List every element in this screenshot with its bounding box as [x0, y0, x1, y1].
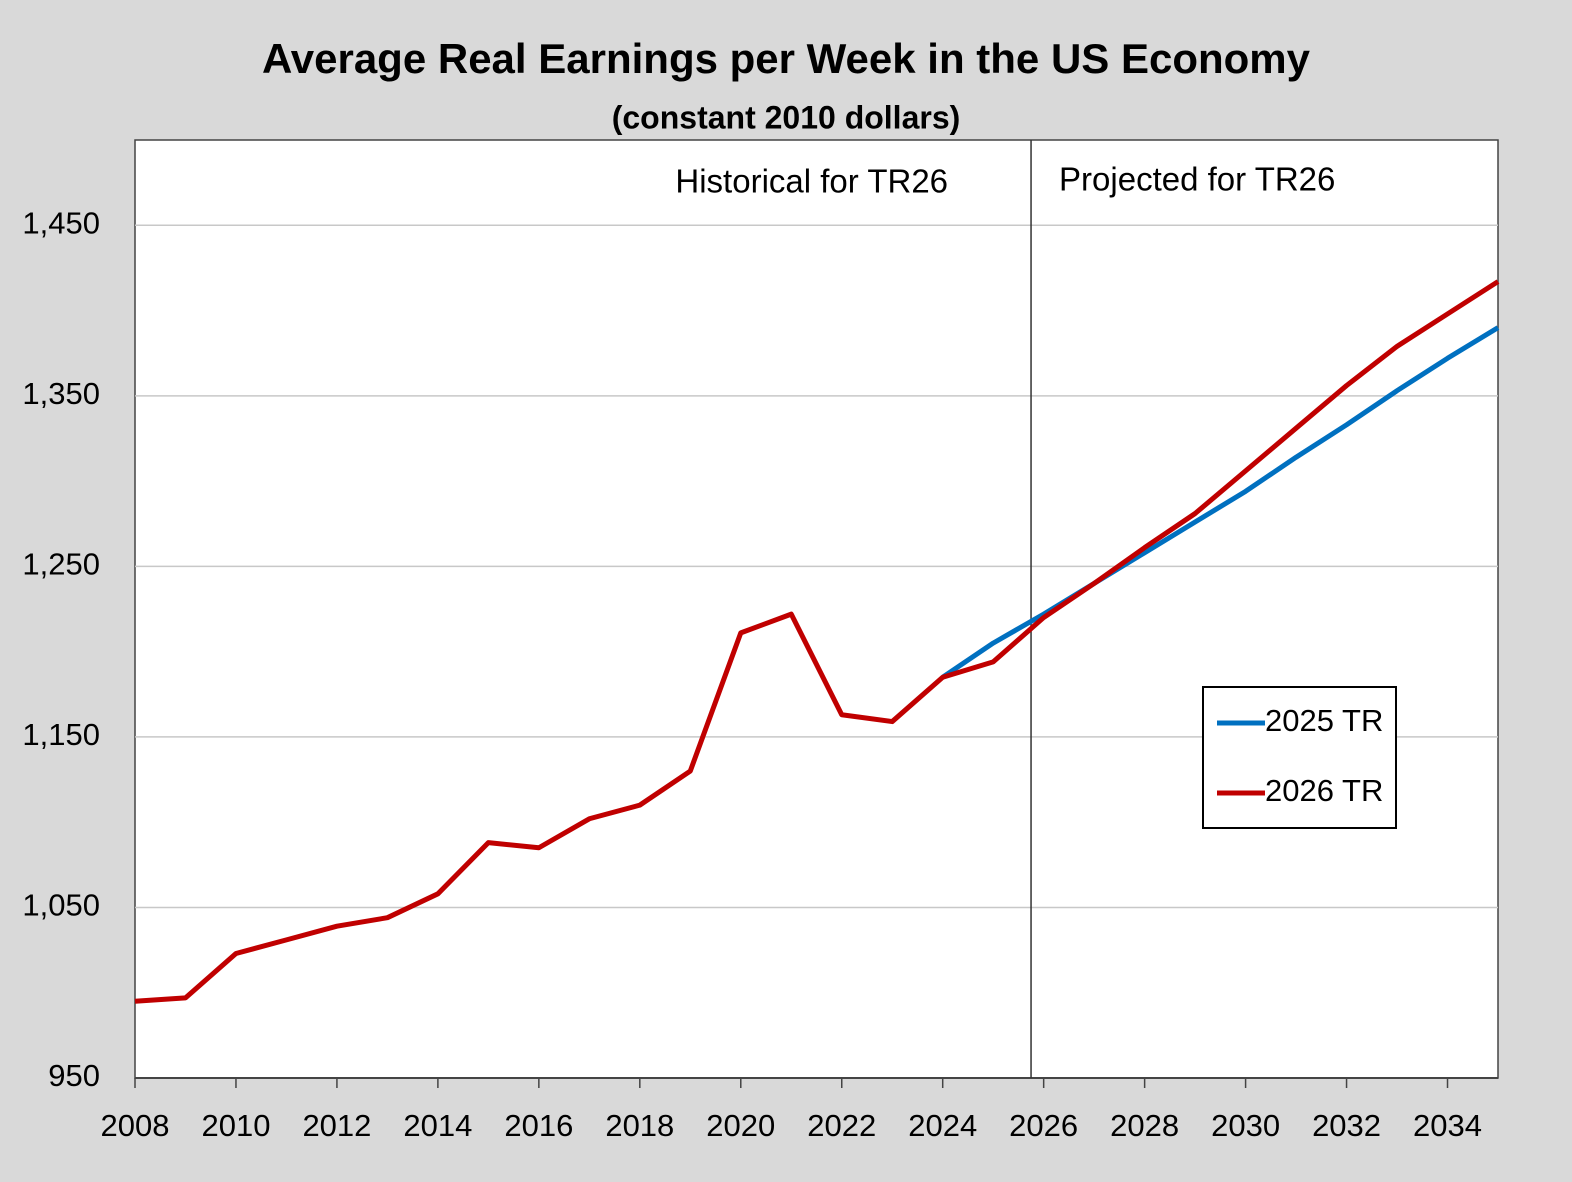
series-line — [941, 325, 1500, 680]
y-tick-label: 1,450 — [22, 205, 100, 240]
y-tick-label: 1,350 — [22, 376, 100, 411]
x-tick-label: 2018 — [605, 1108, 674, 1143]
x-tick-label: 2014 — [403, 1108, 472, 1143]
y-tick-label: 950 — [48, 1058, 100, 1093]
annotation: Historical for TR26 — [675, 163, 948, 200]
x-tick-label: 2008 — [101, 1108, 170, 1143]
x-tick-label: 2016 — [504, 1108, 573, 1143]
legend-box — [1202, 686, 1397, 829]
x-tick-label: 2030 — [1211, 1108, 1280, 1143]
x-tick-label: 2032 — [1312, 1108, 1381, 1143]
annotation: Projected for TR26 — [1059, 161, 1335, 198]
x-tick-label: 2022 — [807, 1108, 876, 1143]
legend-label: 2025 TR — [1265, 703, 1383, 738]
chart-subtitle: (constant 2010 dollars) — [612, 99, 961, 135]
legend-label: 2026 TR — [1265, 773, 1383, 808]
x-tick-label: 2034 — [1413, 1108, 1482, 1143]
x-tick-label: 2026 — [1009, 1108, 1078, 1143]
plot-area — [134, 139, 1499, 1079]
x-tick-label: 2010 — [201, 1108, 270, 1143]
series-line — [134, 279, 1500, 1004]
chart-title: Average Real Earnings per Week in the US… — [262, 35, 1311, 82]
x-tick-label: 2012 — [302, 1108, 371, 1143]
x-tick-label: 2020 — [706, 1108, 775, 1143]
x-tick-label: 2028 — [1110, 1108, 1179, 1143]
y-tick-label: 1,150 — [22, 717, 100, 752]
y-tick-label: 1,050 — [22, 888, 100, 923]
x-tick-label: 2024 — [908, 1108, 977, 1143]
y-tick-label: 1,250 — [22, 547, 100, 582]
